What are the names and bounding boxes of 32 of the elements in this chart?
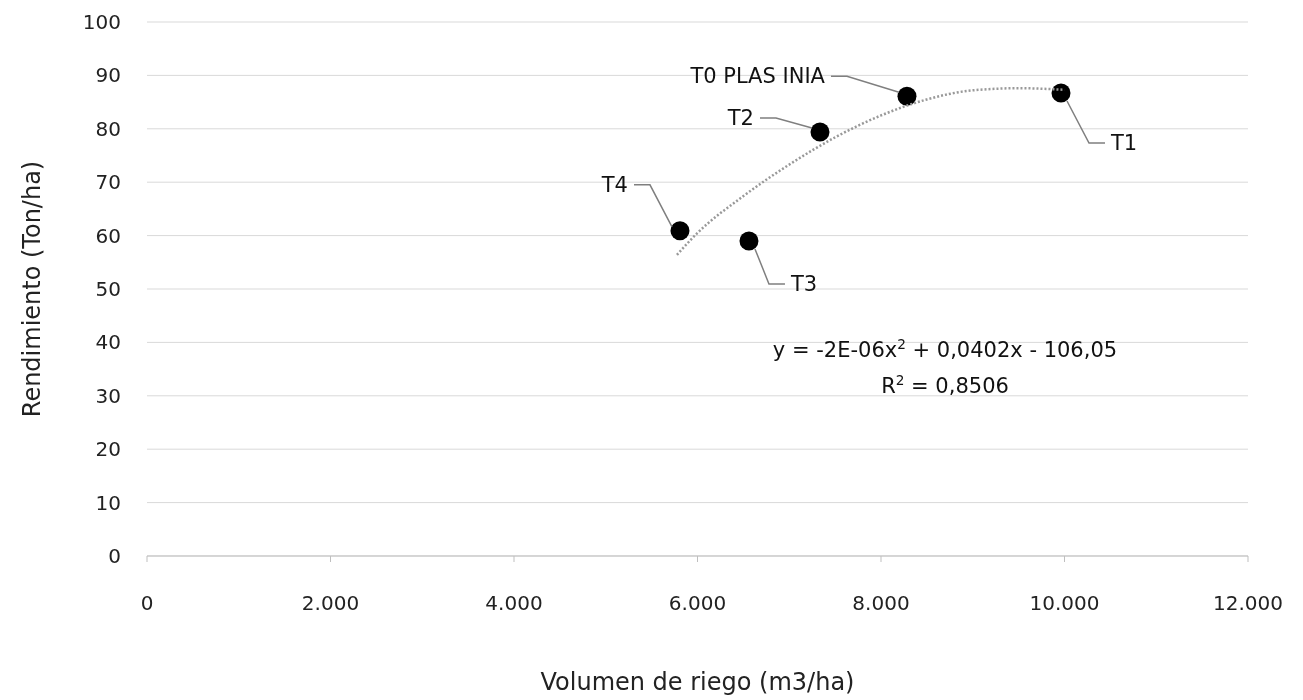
x-tick-label: 12.000 [1213,591,1283,615]
x-tick-label: 4.000 [485,591,543,615]
y-tick-label: 20 [95,437,121,462]
y-tick-label: 80 [95,116,121,141]
point [670,221,690,241]
x-tick-label: 2.000 [301,591,360,615]
annotation: T0 PLAS INIA [689,64,826,89]
annotation: T4 [600,172,628,197]
annotation: T3 [789,271,818,296]
y-tick-label: 0 [108,544,121,568]
annotation: y = -2E-06x$^{2}$ + 0,0402x - 106,05 [772,336,1118,362]
x-tick-label: 8.000 [852,591,910,615]
y-tick-label: 90 [95,63,121,88]
y-tick-label: 40 [95,330,121,355]
x-tick-label: 10.000 [1029,591,1100,615]
y-tick-label: 70 [95,170,121,195]
y-tick-label: 60 [95,223,121,248]
annotation: T2 [726,106,754,130]
x-axis-title: Volumen de riego (m3/ha) [540,668,855,696]
x-tick-label: 0 [140,591,154,615]
annotation: T1 [1110,131,1138,156]
y-tick-label: 10 [95,490,121,515]
annotation: R$^{2}$ = 0,8506 [881,372,1009,398]
point [897,86,917,106]
point [739,231,759,251]
x-tick-label: 6.000 [668,591,727,615]
point [1051,83,1071,103]
point [810,122,830,142]
y-tick-label: 30 [95,383,121,408]
y-tick-label: 100 [82,10,121,34]
y-tick-label: 50 [95,277,121,301]
y-axis-title: Rendimiento (Ton/ha) [18,160,46,418]
